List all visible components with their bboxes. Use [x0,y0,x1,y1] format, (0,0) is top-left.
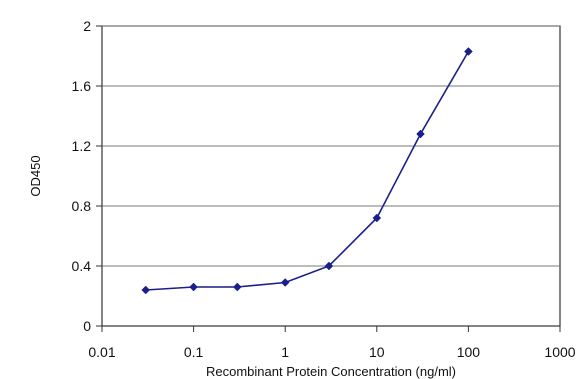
data-point-marker [232,282,242,292]
x-axis-ticks: 0.01 0.1 1 10 100 1000 [88,326,576,360]
y-tick-label: 0.8 [72,198,92,214]
data-point-marker [141,285,151,295]
data-point-marker [464,47,473,56]
data-point-marker [372,213,382,223]
y-tick-label: 0.4 [72,258,92,274]
x-tick-label: 0.01 [88,344,115,360]
x-tick-label: 0.1 [184,344,204,360]
data-point-marker [280,278,290,287]
x-tick-label: 1000 [544,344,575,360]
data-point-marker [416,129,425,139]
y-tick-label: 1.2 [72,138,92,154]
x-axis-title: Recombinant Protein Concentration (ng/ml… [206,364,456,379]
x-tick-label: 100 [457,344,481,360]
y-tick-label: 0 [83,318,91,334]
y-tick-label: 2 [83,18,91,34]
data-point-marker [189,282,198,292]
gridlines [102,25,560,267]
y-tick-label: 1.6 [72,78,92,94]
series-layer [141,47,473,295]
series-line [145,51,470,291]
y-axis-title: OD450 [28,155,43,196]
x-tick-label: 1 [281,344,289,360]
x-tick-label: 10 [369,344,385,360]
y-axis-ticks: 0 0.4 0.8 1.2 1.6 2 [72,18,102,334]
plot-area [101,25,561,327]
data-point-marker [324,261,334,271]
